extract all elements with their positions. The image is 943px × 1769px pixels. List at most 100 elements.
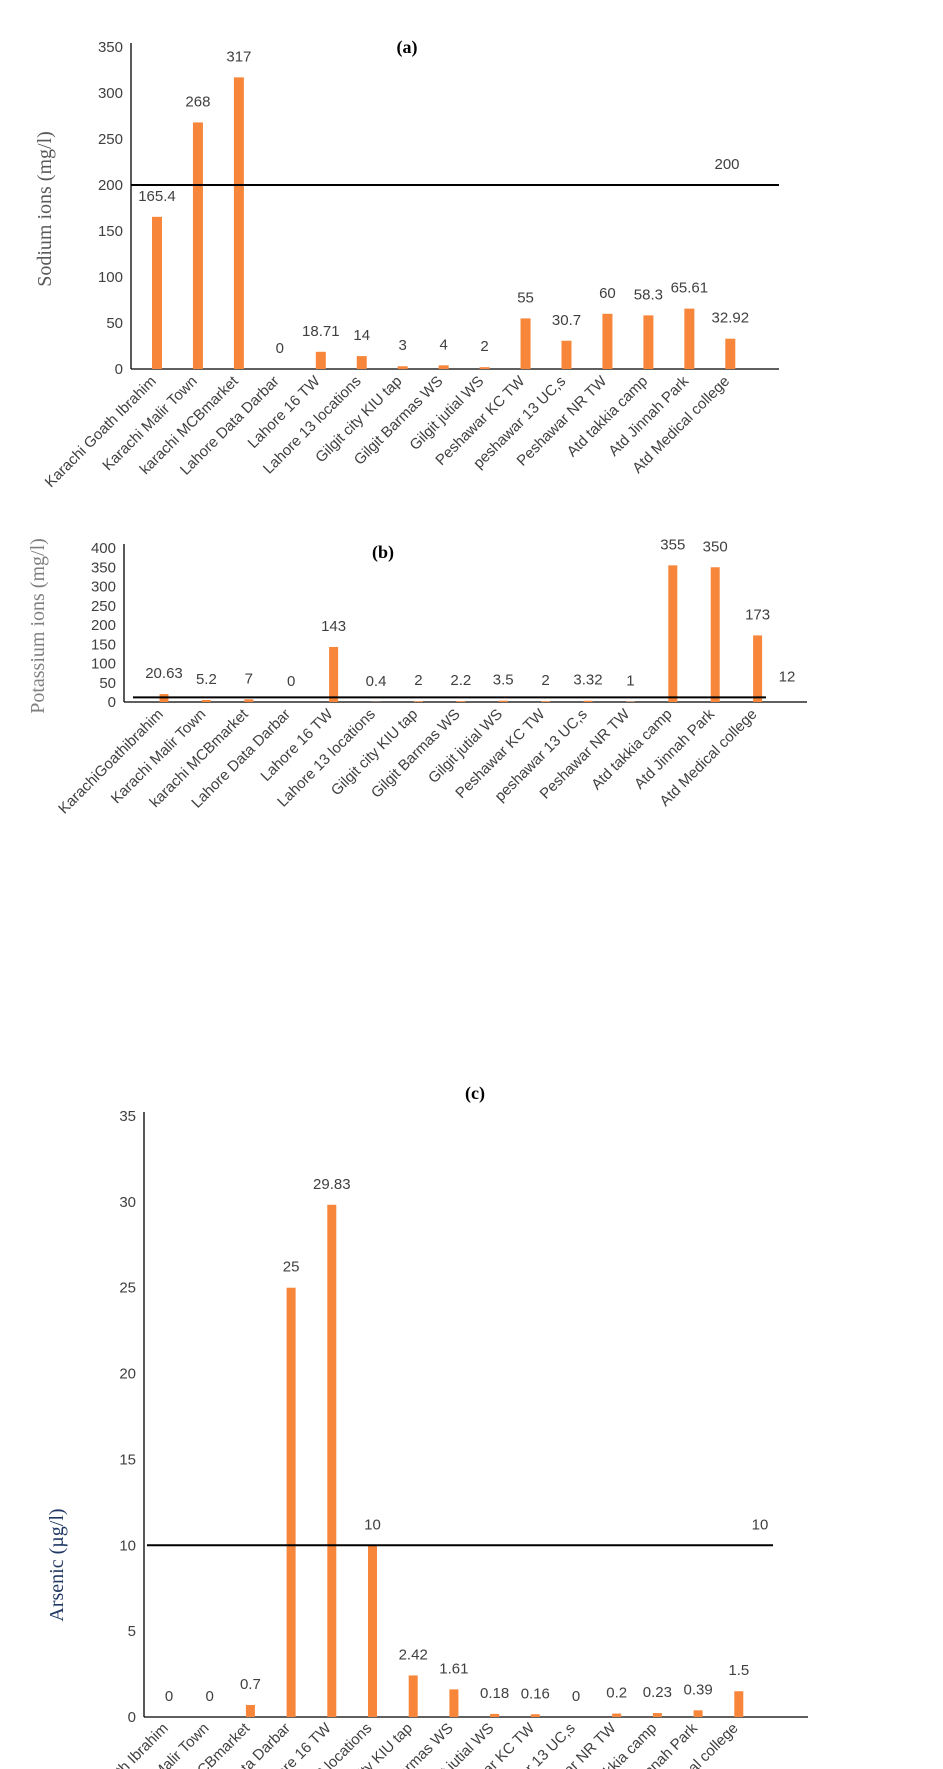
- potassium-bar: [201, 699, 211, 702]
- potassium-y-tick-label: 250: [91, 598, 116, 615]
- arsenic-bar: [408, 1675, 418, 1717]
- arsenic-value-label: 0.39: [683, 1681, 712, 1698]
- sodium-bar: [643, 315, 654, 369]
- arsenic-bar: [612, 1713, 622, 1717]
- sodium-bar: [192, 122, 203, 369]
- potassium-chart-panel: (b) Potassium ions (mg/l) 0 50 100 150 200 250 3…: [0, 530, 943, 1070]
- sodium-value-label: 268: [185, 93, 210, 110]
- arsenic-bar: [245, 1704, 255, 1717]
- potassium-category-label: Gilgit jutial WS: [425, 706, 506, 787]
- arsenic-value-label: 10: [364, 1516, 381, 1533]
- potassium-bar: [753, 635, 763, 702]
- arsenic-value-label: 0.2: [606, 1685, 627, 1702]
- sodium-value-label: 2: [480, 338, 488, 355]
- arsenic-chart-svg: (c)Arsenic (µg/l)051015202530350Karachi …: [46, 1083, 808, 1769]
- sodium-y-tick-label: 150: [98, 223, 123, 240]
- potassium-value-label: 2: [414, 672, 422, 689]
- sodium-bar: [561, 340, 572, 369]
- arsenic-value-label: 0.23: [643, 1684, 672, 1701]
- sodium-threshold-label: 200: [714, 156, 739, 173]
- potassium-value-label: 20.63: [145, 665, 183, 682]
- sodium-y-tick-label: 50: [106, 315, 123, 332]
- potassium-value-label: 0: [287, 673, 295, 690]
- potassium-value-label: 0.4: [366, 673, 387, 690]
- arsenic-bar: [368, 1545, 377, 1717]
- arsenic-bar: [734, 1691, 744, 1717]
- potassium-value-label: 350: [703, 538, 728, 555]
- arsenic-bar: [652, 1713, 662, 1717]
- sodium-bar: [233, 77, 244, 370]
- sodium-value-label: 32.92: [712, 310, 750, 327]
- potassium-y-axis-label: Potassium ions (mg/l): [27, 538, 49, 714]
- arsenic-bar: [530, 1714, 540, 1717]
- arsenic-value-label: 0.18: [480, 1685, 509, 1702]
- sodium-value-label: 0: [276, 340, 284, 357]
- sodium-bar: [438, 365, 449, 369]
- sodium-bar: [152, 216, 162, 369]
- sodium-bar: [520, 318, 531, 369]
- potassium-value-label: 2.2: [450, 672, 471, 689]
- potassium-y-tick-label: 50: [99, 675, 116, 692]
- potassium-bar: [668, 565, 678, 702]
- sodium-value-label: 317: [226, 48, 251, 65]
- sodium-bar: [725, 338, 736, 369]
- potassium-y-tick-label: 300: [91, 579, 116, 596]
- arsenic-y-tick-label: 25: [119, 1280, 136, 1297]
- sodium-chart-panel: (a) Sodium ions (mg/l) 0 50 100 150 200 250 300 3…: [0, 0, 943, 530]
- arsenic-value-label: 0.16: [521, 1685, 550, 1702]
- sodium-value-label: 3: [399, 337, 407, 354]
- sodium-chart-title: (a): [397, 37, 418, 58]
- arsenic-value-label: 0: [572, 1688, 580, 1705]
- arsenic-bar: [286, 1287, 296, 1717]
- potassium-chart-svg: (b) Potassium ions (mg/l) 0 50 100 150 200 250 3…: [27, 536, 807, 817]
- potassium-bar: [413, 701, 423, 702]
- sodium-value-label: 30.7: [552, 312, 581, 329]
- arsenic-y-tick-label: 35: [119, 1108, 136, 1125]
- sodium-y-tick-label: 0: [115, 361, 123, 378]
- sodium-y-tick-label: 200: [98, 177, 123, 194]
- potassium-bar: [456, 701, 466, 702]
- arsenic-threshold-label: 10: [752, 1516, 769, 1533]
- potassium-y-tick-label: 100: [91, 656, 116, 673]
- arsenic-y-tick-label: 15: [119, 1451, 136, 1468]
- sodium-bar: [479, 367, 490, 369]
- potassium-value-label: 143: [321, 618, 346, 635]
- potassium-value-label: 355: [660, 536, 685, 553]
- arsenic-value-label: 29.83: [313, 1176, 351, 1193]
- sodium-bar: [315, 351, 326, 369]
- arsenic-y-axis-label: Arsenic (µg/l): [46, 1508, 68, 1621]
- sodium-value-label: 165.4: [138, 188, 176, 205]
- sodium-value-label: 14: [353, 327, 370, 344]
- arsenic-value-label: 0.7: [240, 1676, 261, 1693]
- sodium-value-label: 58.3: [634, 286, 663, 303]
- arsenic-y-tick-label: 20: [119, 1366, 136, 1383]
- sodium-value-label: 55: [517, 289, 534, 306]
- sodium-chart-svg: (a) Sodium ions (mg/l) 0 50 100 150 200 250 300 3…: [34, 37, 779, 491]
- potassium-value-label: 3.32: [573, 672, 602, 689]
- arsenic-chart-panel: (c)Arsenic (µg/l)051015202530350Karachi …: [0, 1070, 943, 1769]
- potassium-y-tick-label: 350: [91, 559, 116, 576]
- potassium-y-tick-label: 200: [91, 617, 116, 634]
- arsenic-value-label: 25: [283, 1259, 300, 1276]
- arsenic-chart-title: (c): [465, 1083, 485, 1104]
- arsenic-value-label: 0: [206, 1688, 214, 1705]
- potassium-value-label: 7: [245, 670, 253, 687]
- sodium-bar: [397, 366, 408, 369]
- arsenic-value-label: 1.5: [728, 1662, 749, 1679]
- potassium-value-label: 5.2: [196, 671, 217, 688]
- sodium-value-label: 18.71: [302, 323, 340, 340]
- sodium-y-tick-label: 300: [98, 85, 123, 102]
- potassium-y-tick-label: 0: [108, 694, 116, 711]
- potassium-chart-title: (b): [372, 542, 394, 563]
- sodium-y-axis-label: Sodium ions (mg/l): [34, 131, 56, 287]
- arsenic-bar: [693, 1710, 703, 1717]
- arsenic-value-label: 0: [165, 1688, 173, 1705]
- potassium-value-label: 3.5: [493, 672, 514, 689]
- sodium-value-label: 65.61: [671, 280, 709, 297]
- sodium-bar: [602, 313, 613, 369]
- potassium-bar: [710, 567, 720, 702]
- arsenic-bar: [490, 1713, 500, 1717]
- sodium-y-tick-label: 350: [98, 39, 123, 56]
- potassium-bar: [498, 700, 508, 702]
- arsenic-y-tick-label: 30: [119, 1194, 136, 1211]
